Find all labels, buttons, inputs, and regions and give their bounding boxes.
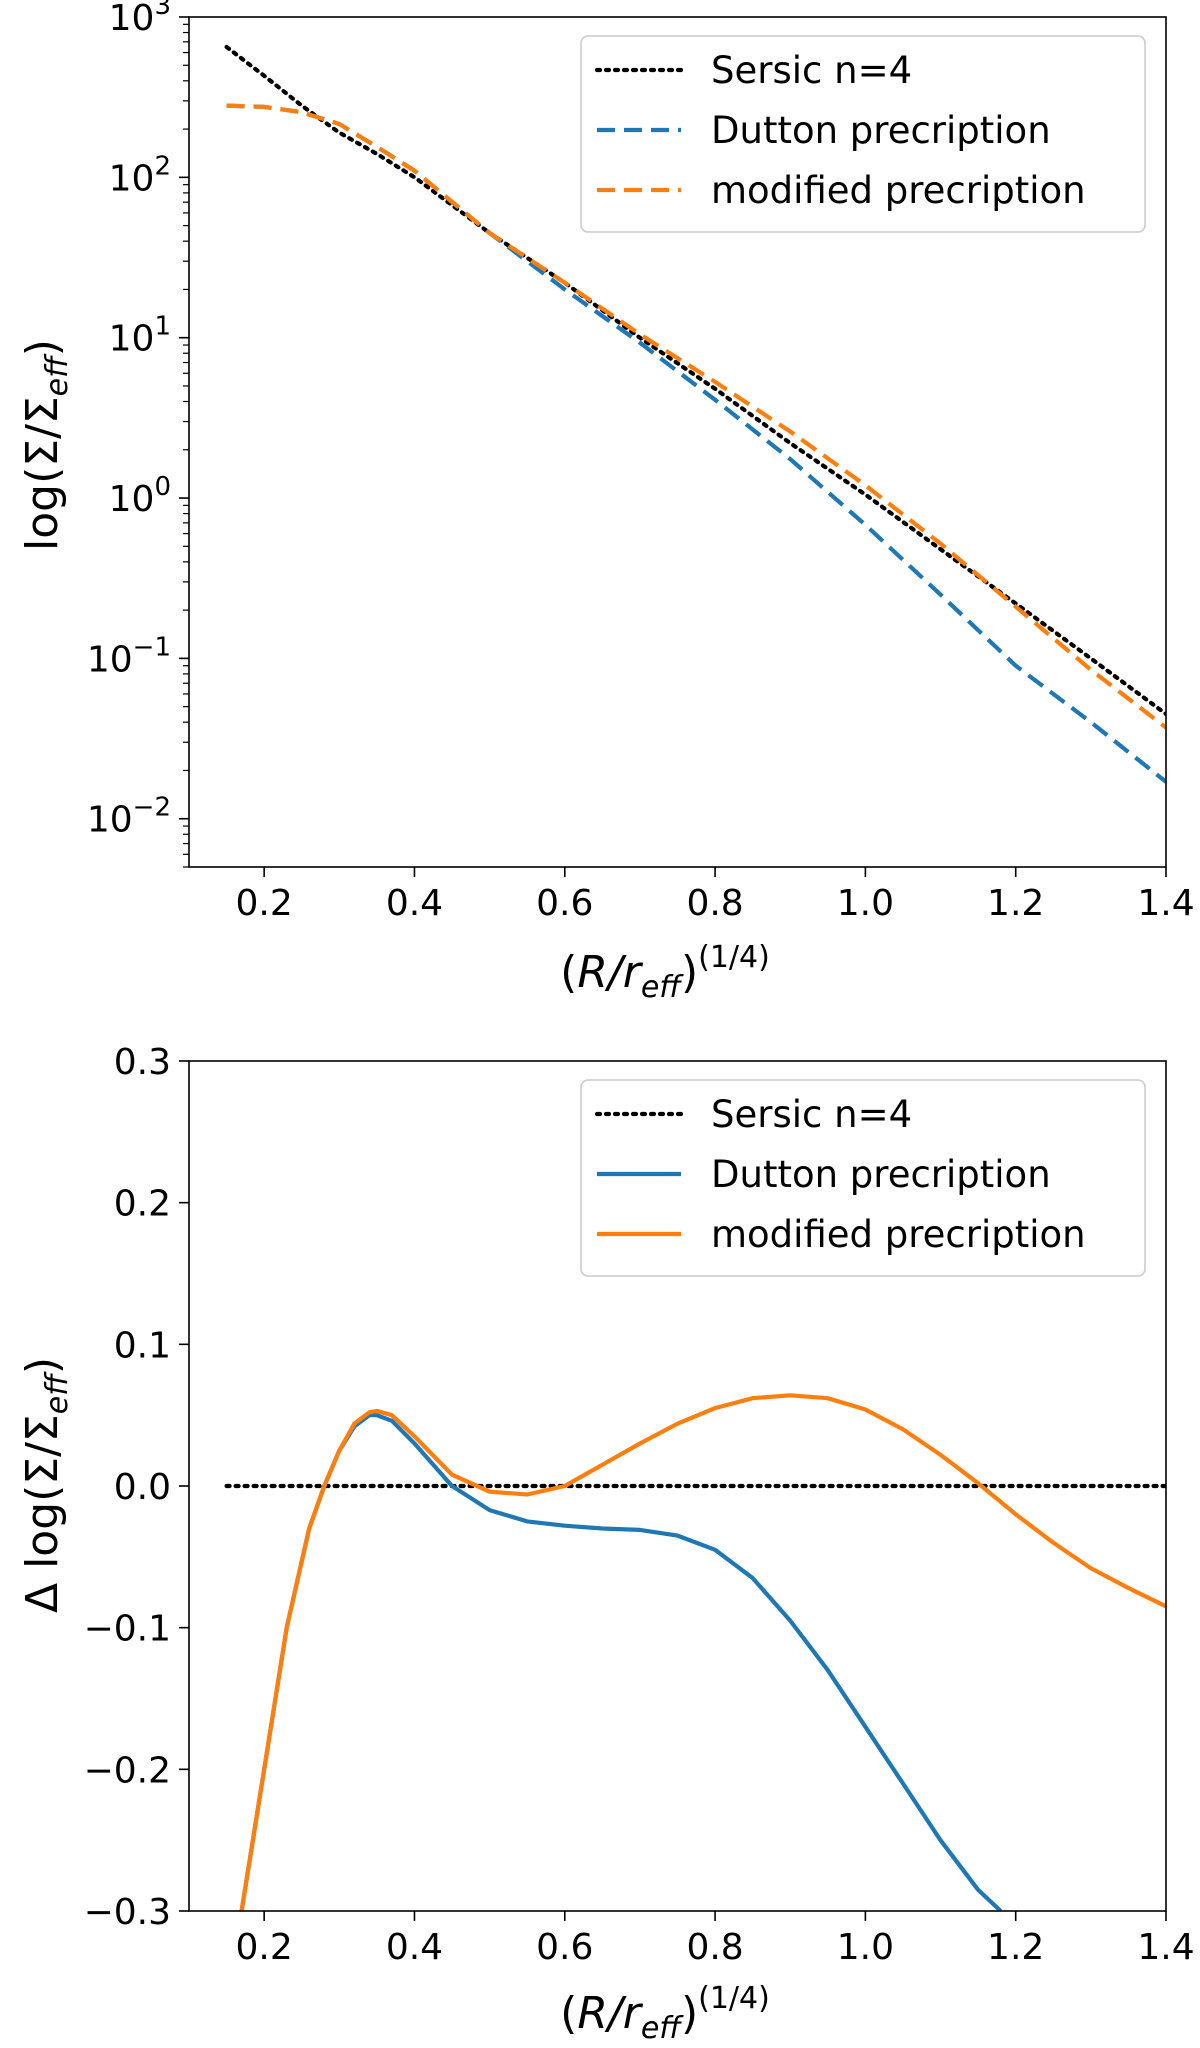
top-x-axis-label: (R/reff)(1/4)	[560, 940, 770, 1005]
x-tick-label: 1.2	[987, 883, 1044, 924]
y-tick-label: 0.0	[114, 1467, 171, 1508]
bottom-x-axis-label: (R/reff)(1/4)	[560, 1981, 770, 2046]
y-tick-label: 10−1	[87, 632, 171, 680]
top-y-axis-label: log(Σ/Σeff)	[17, 339, 75, 551]
top-legend: Sersic n=4 Dutton precription modified pre…	[580, 35, 1146, 233]
x-tick-label: 0.2	[236, 1927, 293, 1968]
top-panel: 0.2 0.4 0.6 0.8 1.0 1.2 1.4 103 102 101 100 10−1 10−…	[17, 0, 1195, 1005]
series-line-modified-precription	[239, 1393, 1166, 1911]
x-tick-label: 0.2	[236, 883, 293, 924]
y-tick-label: −0.1	[84, 1609, 171, 1650]
x-tick-label: 1.0	[837, 1927, 894, 1968]
legend-box	[580, 35, 1146, 233]
legend-box	[580, 1079, 1146, 1277]
legend-label: Dutton precription	[711, 109, 1051, 152]
legend-label: modified precription	[711, 1213, 1086, 1256]
series-line-modified-precription	[226, 103, 1166, 730]
legend-label: Sersic n=4	[711, 1093, 912, 1136]
y-tick-label: 0.2	[114, 1184, 171, 1225]
bottom-y-axis-label: Δ log(Σ/Σeff)	[17, 1357, 75, 1613]
x-tick-label: 0.6	[536, 1927, 593, 1968]
bottom-panel: 0.2 0.4 0.6 0.8 1.0 1.2 1.4 0.3 0.2 0.1 0.0 −0.1 −0.…	[17, 1042, 1195, 2046]
legend-label: Dutton precription	[711, 1153, 1051, 1196]
bottom-legend: Sersic n=4 Dutton precription modified pre…	[580, 1079, 1146, 1277]
x-tick-label: 1.2	[987, 1927, 1044, 1968]
x-tick-label: 0.8	[686, 1927, 743, 1968]
x-tick-label: 1.4	[1137, 1927, 1194, 1968]
y-tick-label: −0.3	[84, 1892, 171, 1933]
top-plot-lines	[224, 44, 1166, 784]
legend-label: modified precription	[711, 169, 1086, 212]
y-tick-label: 101	[109, 312, 171, 360]
x-tick-label: 0.6	[536, 883, 593, 924]
y-tick-label: 0.1	[114, 1325, 171, 1366]
top-plot-frame	[188, 16, 1167, 868]
y-tick-label: 102	[109, 151, 171, 199]
x-tick-label: 1.4	[1137, 883, 1194, 924]
y-tick-label: 10−2	[87, 793, 171, 841]
bottom-ticks: 0.2 0.4 0.6 0.8 1.0 1.2 1.4 0.3 0.2 0.1 0.0 −0.1 −0.…	[84, 1042, 1195, 1968]
x-tick-label: 1.0	[837, 883, 894, 924]
top-ticks: 0.2 0.4 0.6 0.8 1.0 1.2 1.4 103 102 101 100 10−1 10−…	[87, 0, 1195, 924]
bottom-plot-lines	[224, 1393, 1166, 1911]
y-tick-label: −0.2	[84, 1750, 171, 1791]
x-tick-label: 0.8	[686, 883, 743, 924]
x-tick-label: 0.4	[386, 1927, 443, 1968]
x-tick-label: 0.4	[386, 883, 443, 924]
y-tick-label: 103	[109, 0, 171, 39]
y-tick-label: 0.3	[114, 1042, 171, 1083]
legend-label: Sersic n=4	[711, 49, 912, 92]
y-tick-label: 100	[109, 472, 171, 520]
